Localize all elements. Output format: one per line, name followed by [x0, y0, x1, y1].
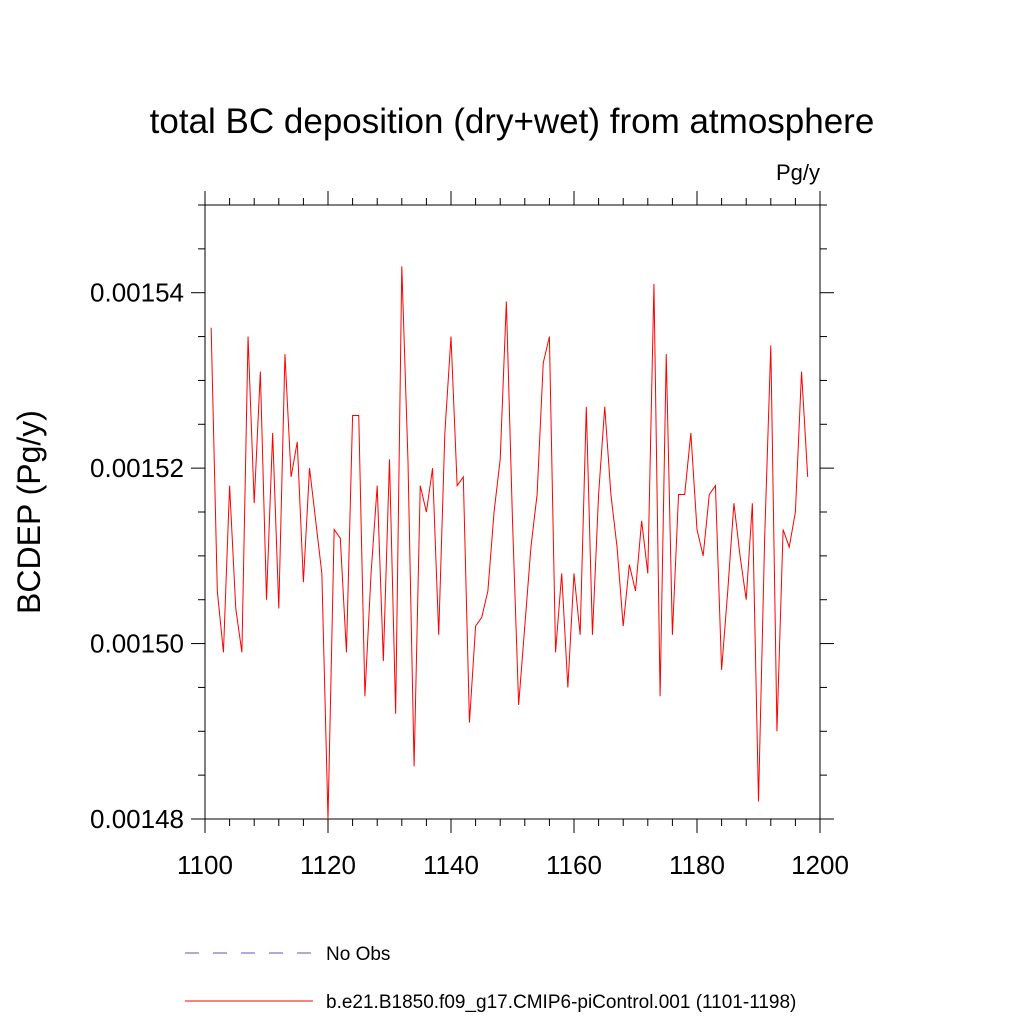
x-tick-label: 1100 — [177, 850, 233, 880]
y-tick-label: 0.00152 — [90, 453, 184, 483]
legend-label-picontrol: b.e21.B1850.f09_g17.CMIP6-piControl.001 … — [326, 992, 796, 1013]
x-tick-label: 1180 — [669, 850, 725, 880]
y-tick-label: 0.00150 — [90, 629, 184, 659]
x-tick-label: 1120 — [300, 850, 356, 880]
series-line-picontrol — [210, 266, 809, 820]
y-axis-label: BCDEP (Pg/y) — [11, 410, 47, 614]
chart-title: total BC deposition (dry+wet) from atmos… — [150, 102, 875, 141]
x-axis: 1100 1120 1140 1160 1180 1200 — [177, 191, 849, 880]
legend-label-no-obs: No Obs — [326, 944, 390, 965]
x-tick-label: 1140 — [423, 850, 479, 880]
y-tick-label: 0.00154 — [90, 278, 184, 308]
y-tick-label: 0.00148 — [90, 804, 184, 834]
units-label: Pg/y — [776, 160, 820, 185]
x-tick-label: 1160 — [546, 850, 602, 880]
y-axis: 0.00148 0.00150 0.00152 0.00154 — [90, 204, 834, 834]
x-tick-label: 1200 — [791, 850, 849, 880]
series-layer — [210, 266, 809, 820]
legend: No Obs b.e21.B1850.f09_g17.CMIP6-piContr… — [185, 944, 796, 1013]
